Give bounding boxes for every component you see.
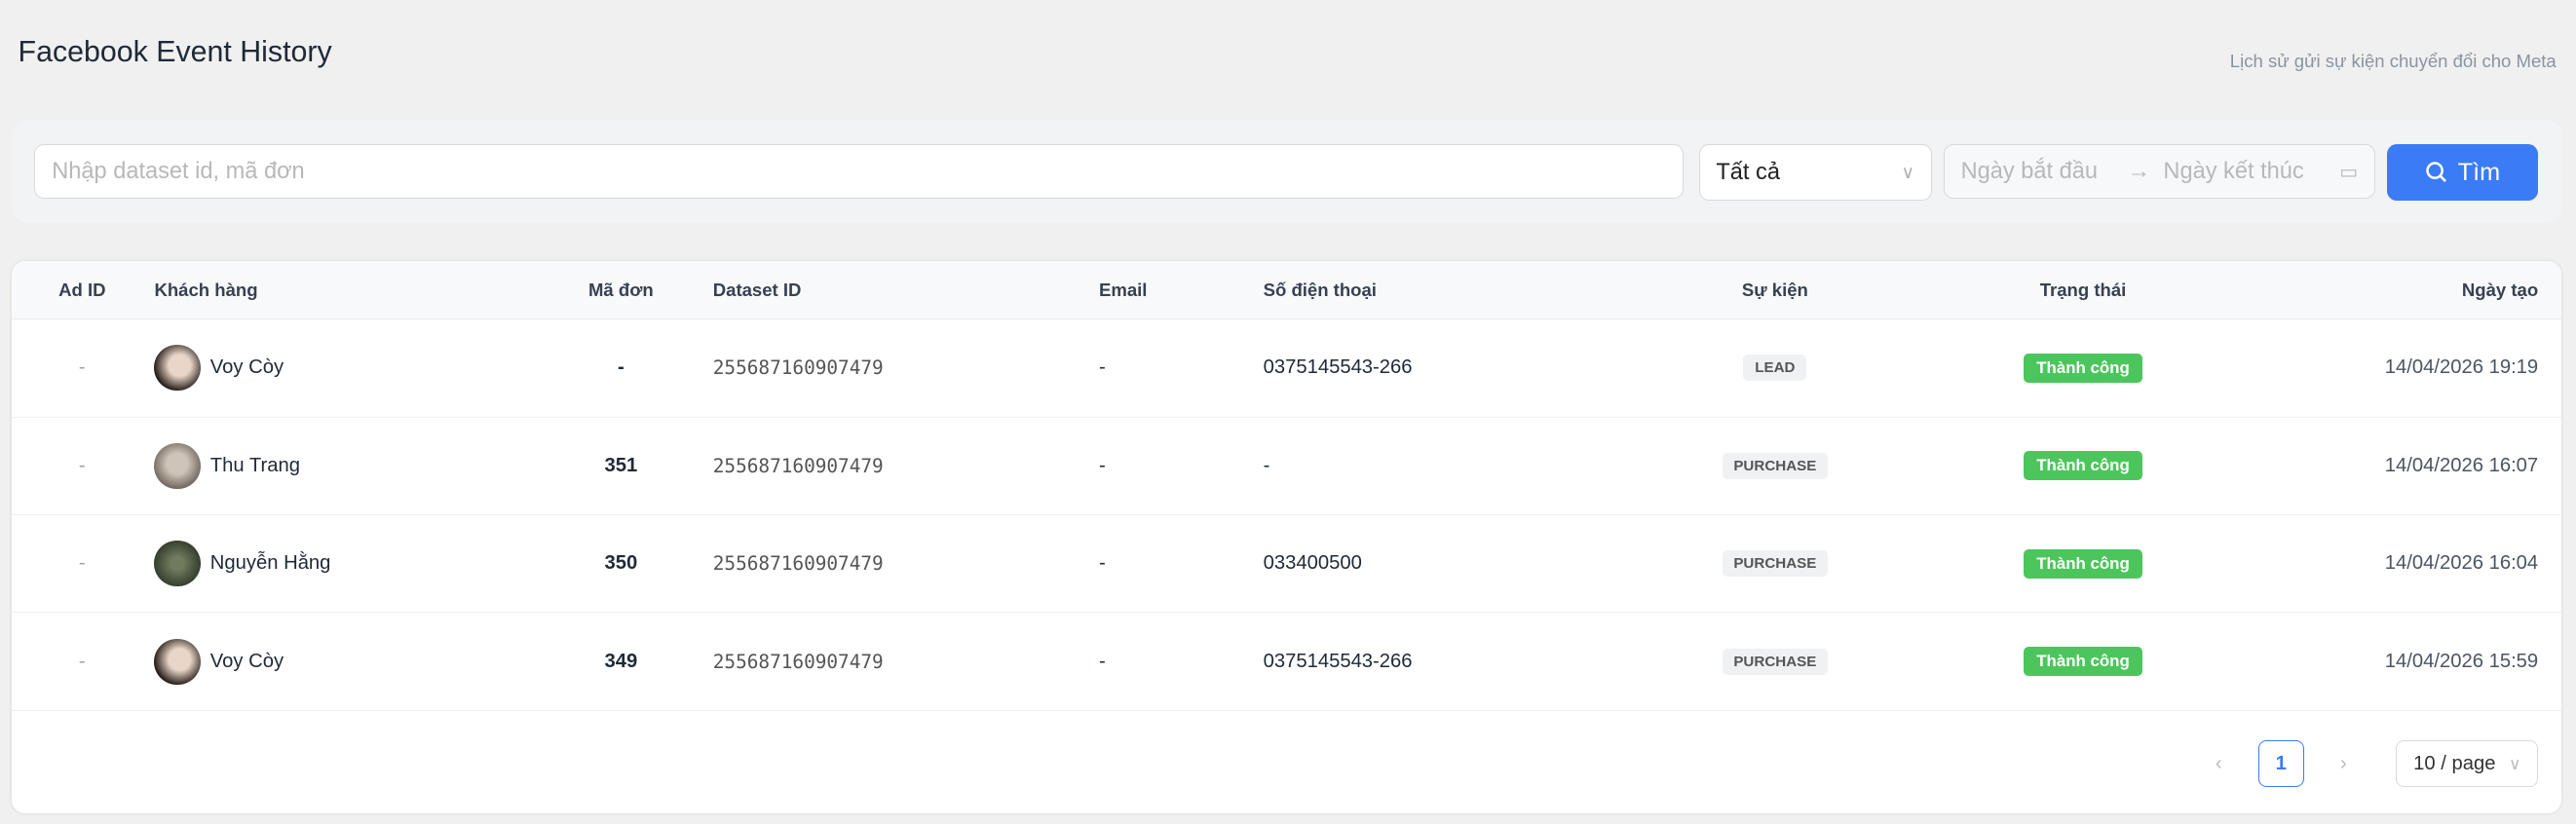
order-cell: 351 [530,417,712,515]
col-email: Email [1097,261,1262,320]
table-row[interactable]: - Voy Còy 349 255687160907479 - 03751455… [11,612,2561,711]
status-badge: Thành công [2023,647,2143,677]
event-tag: PURCHASE [1722,452,1829,479]
prev-page-button[interactable]: ‹ [2215,752,2222,774]
created-cell: 14/04/2026 16:04 [2271,514,2561,614]
col-dataset: Dataset ID [711,261,1098,320]
phone-cell: 0375145543-266 [1261,318,1656,418]
event-tag: PURCHASE [1722,550,1829,578]
calendar-icon: ▭ [2339,161,2359,183]
col-created: Ngày tạo [2271,261,2561,320]
date-range-picker[interactable]: Ngày bắt đầu → Ngày kết thúc ▭ [1943,144,2376,199]
chevron-down-icon: ∨ [2508,754,2521,773]
avatar [154,638,201,685]
order-cell: 350 [530,514,712,614]
avatar [154,345,201,392]
email-cell: - [1097,514,1262,614]
next-page-button[interactable]: › [2339,752,2347,774]
events-table: Ad ID Khách hàng Mã đơn Dataset ID Email… [11,261,2561,711]
event-cell: PURCHASE [1655,514,1895,614]
page-size-value: 10 / page [2413,752,2496,774]
filter-bar: Nhập dataset id, mã đơn Tất cả ∨ Ngày bắt… [11,120,2563,224]
event-cell: PURCHASE [1655,417,1895,515]
customer-cell: Thu Trang [152,417,531,515]
status-cell: Thành công [1894,612,2272,711]
customer-cell: Voy Còy [152,318,531,418]
ad-id-cell: - [11,612,153,711]
phone-cell: 033400500 [1261,514,1656,614]
search-icon [2426,162,2446,183]
order-cell: - [530,318,712,418]
page-title: Facebook Event History [18,36,332,69]
customer-name: Thu Trang [209,454,300,476]
col-phone: Số điện thoại [1261,261,1656,320]
email-cell: - [1097,612,1262,711]
events-table-card: Ad ID Khách hàng Mã đơn Dataset ID Email… [11,261,2561,813]
created-cell: 14/04/2026 19:19 [2271,318,2561,418]
end-date-input[interactable]: Ngày kết thúc [2163,158,2304,184]
start-date-input[interactable]: Ngày bắt đầu [1960,158,2098,184]
col-status: Trạng thái [1894,261,2272,320]
search-button[interactable]: Tìm [2387,144,2539,201]
col-event: Sự kiện [1655,261,1895,320]
customer-cell: Voy Còy [152,612,531,711]
col-order: Mã đơn [530,261,712,320]
page-subtitle: Lịch sử gửi sự kiện chuyển đổi cho Meta [2229,51,2557,72]
table-row[interactable]: - Voy Còy - 255687160907479 - 0375145543… [11,318,2561,418]
arrow-right-icon: → [2127,158,2150,184]
event-tag: PURCHASE [1722,648,1829,675]
table-row[interactable]: - Thu Trang 351 255687160907479 - - PURC… [11,417,2561,515]
ad-id-cell: - [11,318,153,418]
search-button-label: Tìm [2457,158,2501,186]
page-1-button[interactable]: 1 [2257,740,2304,787]
event-cell: LEAD [1655,318,1895,418]
customer-cell: Nguyễn Hằng [152,514,531,614]
customer-name: Voy Còy [209,650,284,672]
email-cell: - [1097,318,1262,418]
order-cell: 349 [530,612,712,711]
event-cell: PURCHASE [1655,612,1895,711]
pagination: ‹ 1 › 10 / page ∨ [2196,740,2539,787]
dataset-cell: 255687160907479 [711,514,1098,614]
phone-cell: 0375145543-266 [1261,612,1656,711]
table-header: Ad ID Khách hàng Mã đơn Dataset ID Email… [11,261,2561,320]
dataset-cell: 255687160907479 [711,417,1098,515]
col-ad-id: Ad ID [11,261,153,320]
col-customer: Khách hàng [152,261,531,320]
page-size-select[interactable]: 10 / page ∨ [2396,740,2539,787]
created-cell: 14/04/2026 15:59 [2271,612,2561,711]
chevron-down-icon: ∨ [1901,162,1915,183]
customer-name: Voy Còy [209,356,284,379]
status-select[interactable]: Tất cả ∨ [1698,144,1932,201]
avatar [154,442,201,489]
status-cell: Thành công [1894,318,2272,418]
search-placeholder: Nhập dataset id, mã đơn [52,158,305,184]
dataset-cell: 255687160907479 [711,318,1098,418]
event-tag: LEAD [1743,355,1807,382]
ad-id-cell: - [11,417,153,515]
created-cell: 14/04/2026 16:07 [2271,417,2561,515]
customer-name: Nguyễn Hằng [209,552,331,575]
status-select-value: Tất cả [1716,159,1780,185]
search-input[interactable]: Nhập dataset id, mã đơn [34,144,1685,199]
status-badge: Thành công [2023,548,2143,579]
table-row[interactable]: - Nguyễn Hằng 350 255687160907479 - 0334… [11,514,2561,614]
status-cell: Thành công [1894,514,2272,614]
dataset-cell: 255687160907479 [711,612,1098,711]
phone-cell: - [1261,417,1656,515]
ad-id-cell: - [11,514,153,614]
status-badge: Thành công [2023,451,2143,481]
status-badge: Thành công [2023,353,2143,383]
avatar [154,541,201,587]
email-cell: - [1097,417,1262,515]
status-cell: Thành công [1894,417,2272,515]
